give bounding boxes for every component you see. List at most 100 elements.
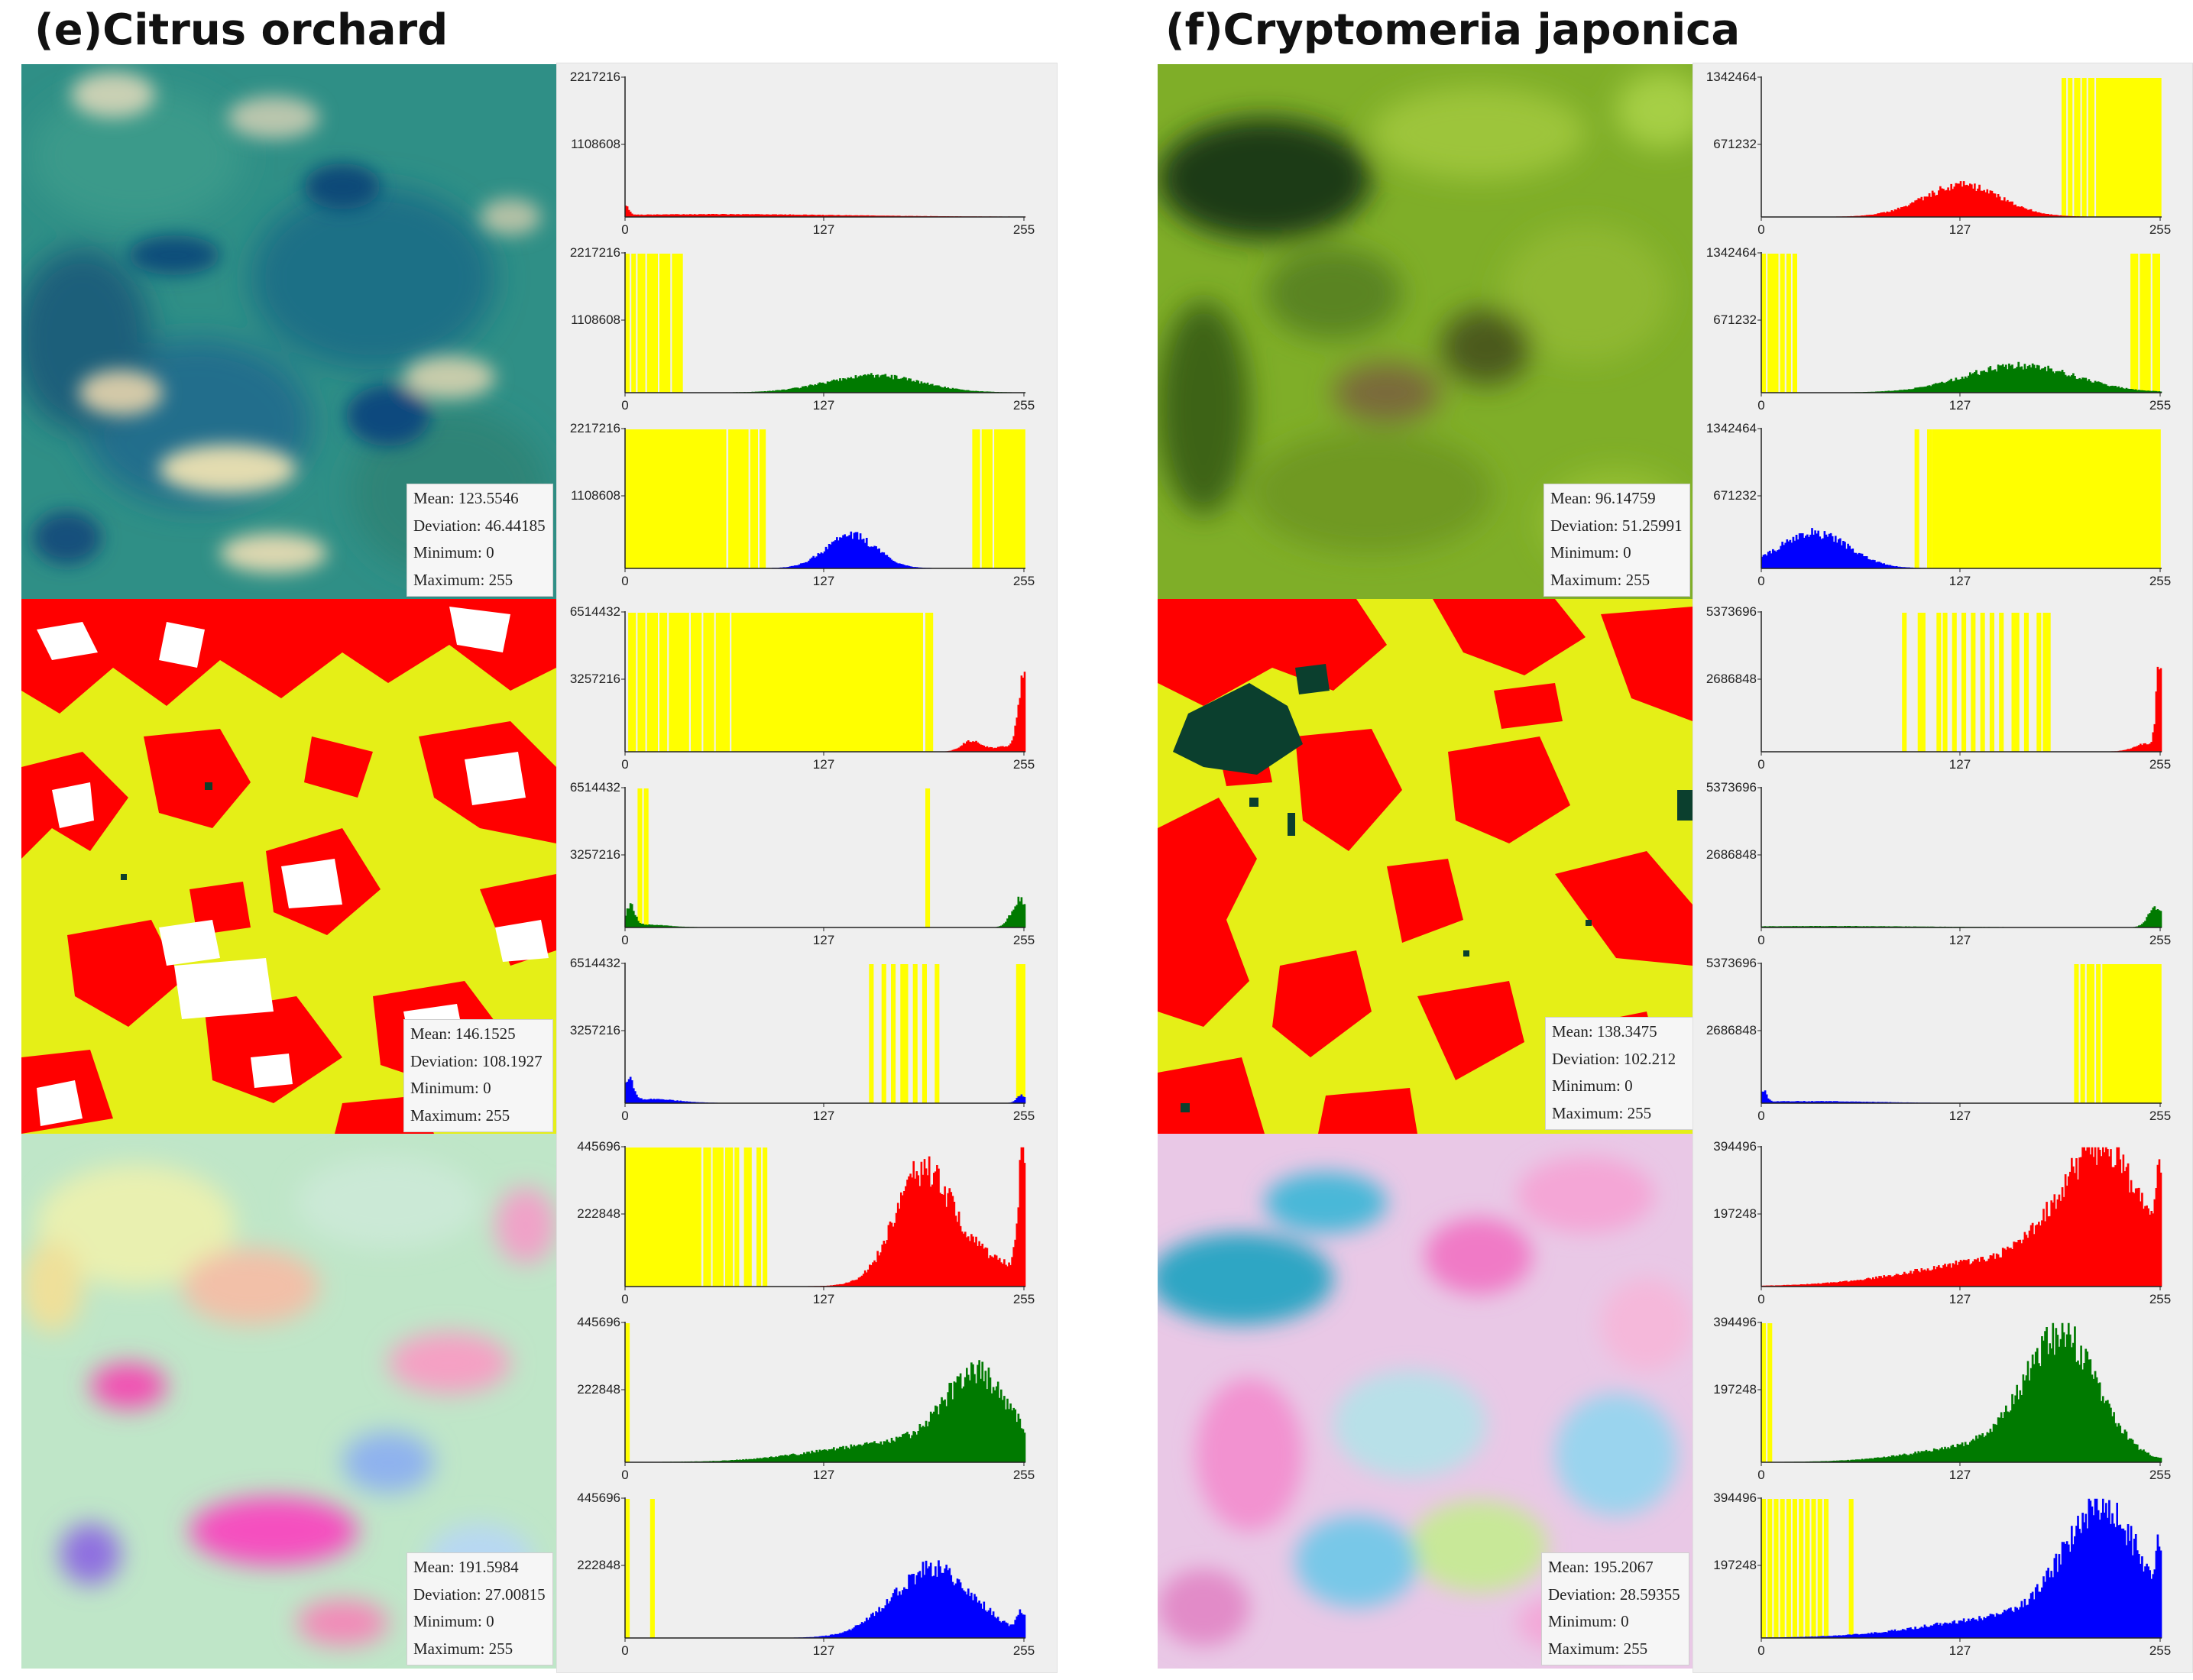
x-tick-label: 0 xyxy=(621,1468,628,1482)
highlight-band xyxy=(1817,1499,1822,1638)
stat-minimum: Minimum: 0 xyxy=(1548,1612,1629,1630)
highlight-band xyxy=(669,613,689,752)
x-tick-label: 0 xyxy=(1757,1292,1764,1306)
highlight-band xyxy=(625,1499,630,1638)
y-tick-label: 2686848 xyxy=(1706,1023,1757,1037)
x-tick-label: 127 xyxy=(1949,222,1971,237)
highlight-band xyxy=(703,1148,711,1287)
y-tick-label: 2686848 xyxy=(1706,672,1757,686)
x-tick-label: 255 xyxy=(1013,222,1035,237)
x-tick-label: 255 xyxy=(1013,1292,1035,1306)
stat-mean: Mean: 138.3475 xyxy=(1552,1022,1657,1041)
histogram-blue: 1342464 671232 0 127 255 xyxy=(1706,422,2171,588)
highlight-band xyxy=(637,788,643,927)
histogram-area-green xyxy=(1761,361,2162,393)
stat-deviation: Deviation: 27.00815 xyxy=(413,1585,546,1604)
histogram-red: 445696 222848 0 127 255 xyxy=(577,1140,1035,1306)
stat-deviation: Deviation: 51.25991 xyxy=(1550,516,1683,535)
highlight-band xyxy=(1902,613,1907,752)
y-tick-label: 394496 xyxy=(1713,1316,1757,1329)
stat-minimum: Minimum: 0 xyxy=(413,543,494,562)
histogram-green: 6514432 3257216 0 127 255 xyxy=(570,781,1035,947)
highlight-band xyxy=(922,964,927,1103)
highlight-band xyxy=(1792,254,1797,393)
stats-box: Mean: 191.5984 Deviation: 27.00815 Minim… xyxy=(407,1552,553,1665)
x-tick-label: 127 xyxy=(1949,933,1971,947)
highlight-band xyxy=(2086,964,2094,1103)
histogram-area-green xyxy=(1761,1322,2162,1463)
histogram-red: 2217216 1108608 0 127 255 xyxy=(570,70,1035,237)
y-tick-label: 1108608 xyxy=(571,312,620,327)
x-tick-label: 255 xyxy=(2149,1643,2171,1658)
x-tick-label: 255 xyxy=(1013,398,1035,413)
stat-maximum: Maximum: 255 xyxy=(413,570,513,589)
x-tick-label: 0 xyxy=(621,1643,628,1658)
highlight-band xyxy=(743,1148,752,1287)
highlight-band xyxy=(1774,1499,1779,1638)
highlight-band xyxy=(1780,254,1785,393)
x-tick-label: 0 xyxy=(1757,1109,1764,1123)
x-tick-label: 127 xyxy=(813,222,834,237)
highlight-band xyxy=(1761,1499,1767,1638)
highlight-band xyxy=(646,613,658,752)
y-tick-label: 671232 xyxy=(1713,312,1757,327)
y-tick-label: 3257216 xyxy=(570,847,620,862)
stat-mean: Mean: 195.2067 xyxy=(1548,1558,1654,1576)
y-tick-label: 197248 xyxy=(1713,1206,1757,1221)
histogram-green: 394496 197248 0 127 255 xyxy=(1713,1316,2171,1482)
highlight-band xyxy=(1811,1499,1816,1638)
histogram-green: 445696 222848 0 127 255 xyxy=(577,1316,1035,1482)
highlight-band xyxy=(925,613,934,752)
highlight-band xyxy=(2023,613,2029,752)
stat-minimum: Minimum: 0 xyxy=(1550,543,1631,562)
x-tick-label: 0 xyxy=(1757,398,1764,413)
histogram-area-green xyxy=(624,896,1026,928)
y-tick-label: 222848 xyxy=(577,1206,620,1221)
x-tick-label: 255 xyxy=(2149,1292,2171,1306)
highlight-band xyxy=(1786,254,1791,393)
highlight-band xyxy=(703,613,714,752)
x-tick-label: 255 xyxy=(1013,574,1035,588)
x-tick-label: 127 xyxy=(813,1109,834,1123)
x-tick-label: 127 xyxy=(1949,1292,1971,1306)
stat-minimum: Minimum: 0 xyxy=(410,1079,491,1097)
histogram-red: 1342464 671232 0 127 255 xyxy=(1706,70,2171,237)
histogram-blue: 445696 222848 0 127 255 xyxy=(577,1491,1035,1658)
x-tick-label: 127 xyxy=(813,398,834,413)
x-tick-label: 255 xyxy=(1013,1468,1035,1482)
y-tick-label: 5373696 xyxy=(1706,781,1757,795)
highlight-band xyxy=(891,964,896,1103)
histogram-red: 5373696 2686848 0 127 255 xyxy=(1706,605,2171,772)
x-tick-label: 255 xyxy=(1013,1109,1035,1123)
stat-deviation: Deviation: 28.59355 xyxy=(1548,1585,1680,1604)
highlight-band xyxy=(1917,613,1926,752)
highlight-band xyxy=(1927,429,1932,568)
highlight-band xyxy=(2096,78,2162,217)
histogram-blue: 5373696 2686848 0 127 255 xyxy=(1706,957,2171,1123)
highlight-band xyxy=(625,1323,630,1462)
highlight-band xyxy=(2074,964,2079,1103)
stats-box: Mean: 96.14759 Deviation: 51.25991 Minim… xyxy=(1544,484,1690,597)
highlight-band xyxy=(2096,964,2101,1103)
highlight-band xyxy=(869,964,874,1103)
x-tick-label: 255 xyxy=(1013,933,1035,947)
highlight-band xyxy=(1971,613,1976,752)
x-tick-label: 127 xyxy=(1949,574,1971,588)
highlight-band xyxy=(625,1148,701,1287)
highlight-band xyxy=(1016,964,1025,1103)
histogram-area-red xyxy=(1761,1147,2162,1287)
x-tick-label: 255 xyxy=(2149,398,2171,413)
stat-minimum: Minimum: 0 xyxy=(1552,1076,1633,1095)
y-tick-label: 6514432 xyxy=(570,781,620,795)
highlight-band xyxy=(691,613,702,752)
highlight-band xyxy=(760,429,766,568)
highlight-band xyxy=(628,613,637,752)
histogram-area-blue xyxy=(625,1560,1026,1639)
panel-title: (e)Citrus orchard xyxy=(34,5,449,55)
highlight-band xyxy=(1932,429,2161,568)
highlight-band xyxy=(725,1148,734,1287)
stat-deviation: Deviation: 46.44185 xyxy=(413,516,546,535)
y-tick-label: 2217216 xyxy=(570,422,620,435)
x-tick-label: 0 xyxy=(1757,933,1764,947)
highlight-band xyxy=(649,1499,655,1638)
